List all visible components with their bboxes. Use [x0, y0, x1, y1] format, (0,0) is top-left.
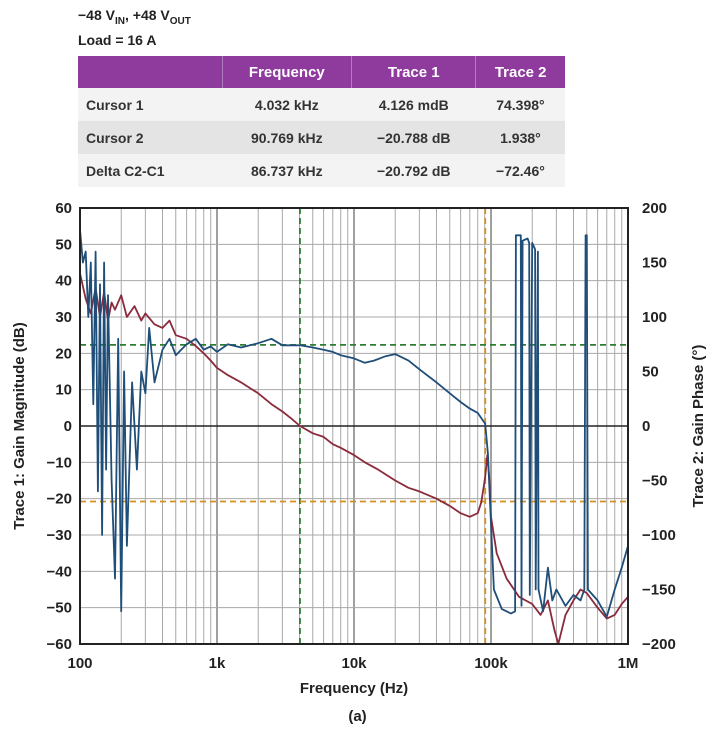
- bode-plot: 100 1k 10k 100k 1M6050403020100−10−20−30−40−…: [11, 200, 707, 697]
- plot-series: [79, 229, 629, 645]
- y-tick-label-left: 0: [64, 418, 72, 435]
- y-tick-label-left: −40: [47, 563, 72, 580]
- series-trace-1-magnitude: [79, 273, 629, 645]
- table-cell: 90.769 kHz: [222, 121, 352, 154]
- y-tick-label-left: −50: [47, 600, 72, 617]
- axis-ticks: 100 1k 10k 100k 1M6050403020100−10−20−30−40−…: [47, 200, 676, 672]
- cursor-table: Frequency Trace 1 Trace 2 Cursor 1 4.032…: [78, 56, 565, 187]
- y-tick-label-left: 60: [55, 200, 72, 217]
- y-axis-label-left: Trace 1: Gain Magnitude (dB): [11, 322, 28, 530]
- table-row: Cursor 2 90.769 kHz −20.788 dB 1.938°: [78, 121, 565, 154]
- y-tick-label-right: 0: [642, 418, 650, 435]
- header-cell: Trace 2: [475, 56, 565, 88]
- y-tick-label-right: 200: [642, 200, 667, 217]
- y-tick-label-left: −10: [47, 454, 72, 471]
- y-tick-label-left: −20: [47, 491, 72, 508]
- table-cell: Cursor 1: [78, 88, 222, 121]
- y-tick-label-right: 100: [642, 309, 667, 326]
- y-tick-label-left: −30: [47, 527, 72, 544]
- table-cell: 74.398°: [475, 88, 565, 121]
- y-tick-label-right: 50: [642, 364, 659, 381]
- table-cell: −20.792 dB: [351, 154, 476, 187]
- y-tick-label-left: −60: [47, 636, 72, 653]
- table-cell: 4.032 kHz: [222, 88, 352, 121]
- header-cell: Trace 1: [351, 56, 477, 88]
- table-cell: Delta C2-C1: [78, 154, 222, 187]
- x-axis-label: Frequency (Hz): [300, 680, 408, 697]
- series-trace-2-phase: [79, 229, 629, 618]
- y-tick-label-right: −50: [642, 473, 667, 490]
- header-cell: [78, 56, 223, 88]
- y-tick-label-right: −200: [642, 636, 676, 653]
- x-tick-label: 1k: [209, 655, 226, 672]
- header-cell: Frequency: [222, 56, 353, 88]
- y-tick-label-left: 20: [55, 345, 72, 362]
- heading-line-load: Load = 16 A: [78, 31, 157, 48]
- table-cell: −72.46°: [475, 154, 565, 187]
- heading-line-voltage: −48 VIN, +48 VOUT: [78, 7, 191, 27]
- table-row: Delta C2-C1 86.737 kHz −20.792 dB −72.46…: [78, 154, 565, 187]
- x-tick-label: 1M: [618, 655, 639, 672]
- table-cell: 1.938°: [475, 121, 565, 154]
- y-tick-label-left: 50: [55, 236, 72, 253]
- cursor-table-header: Frequency Trace 1 Trace 2: [78, 56, 565, 88]
- chart-heading: −48 VIN, +48 VOUT Load = 16 A: [78, 6, 191, 49]
- table-cell: −20.788 dB: [351, 121, 476, 154]
- x-tick-label: 100k: [474, 655, 508, 672]
- y-tick-label-left: 10: [55, 382, 72, 399]
- y-tick-label-right: −100: [642, 527, 676, 544]
- figure-caption: (a): [348, 708, 367, 725]
- x-tick-label: 10k: [341, 655, 367, 672]
- table-cell: 4.126 mdB: [351, 88, 476, 121]
- table-cell: Cursor 2: [78, 121, 222, 154]
- table-cell: 86.737 kHz: [222, 154, 352, 187]
- y-tick-label-right: 150: [642, 255, 667, 272]
- y-tick-label-left: 30: [55, 309, 72, 326]
- x-tick-label: 100: [67, 655, 92, 672]
- table-row: Cursor 1 4.032 kHz 4.126 mdB 74.398°: [78, 88, 565, 121]
- y-tick-label-right: −150: [642, 582, 676, 599]
- y-tick-label-left: 40: [55, 273, 72, 290]
- y-axis-label-right: Trace 2: Gain Phase (°): [690, 345, 707, 508]
- plot-frame: [79, 207, 629, 645]
